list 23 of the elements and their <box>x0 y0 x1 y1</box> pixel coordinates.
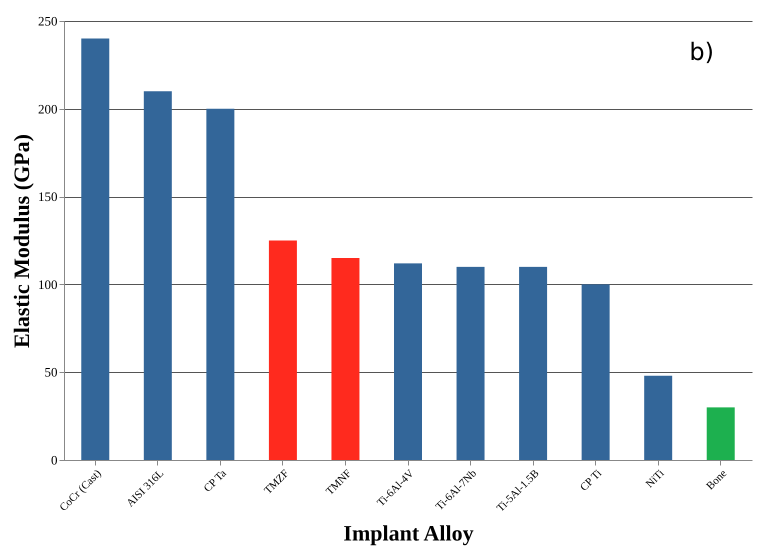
y-axis-title: Elastic Modulus (GPa) <box>9 134 34 348</box>
y-tick-label: 50 <box>44 364 58 380</box>
y-tick-label: 150 <box>38 189 58 204</box>
bar <box>331 258 360 460</box>
bar <box>644 376 672 460</box>
x-tick-label: CP Ta <box>202 467 229 495</box>
y-tick-label: 100 <box>38 276 58 292</box>
bar <box>81 38 110 460</box>
bar <box>582 284 610 460</box>
bar <box>268 240 297 460</box>
bar <box>519 266 548 460</box>
bar <box>206 108 234 460</box>
y-tick-label: 250 <box>38 14 58 28</box>
bar <box>456 266 485 460</box>
bar <box>394 263 422 460</box>
x-tick-label: NiTi <box>644 468 667 490</box>
y-tick-label: 200 <box>38 101 58 116</box>
annotation: b) <box>689 38 714 66</box>
y-tick-label: 0 <box>51 452 58 468</box>
x-axis-title: Implant Alloy <box>343 520 474 546</box>
bar <box>144 91 172 460</box>
x-tick-label: CP Ti <box>578 468 604 494</box>
bar <box>706 407 735 460</box>
